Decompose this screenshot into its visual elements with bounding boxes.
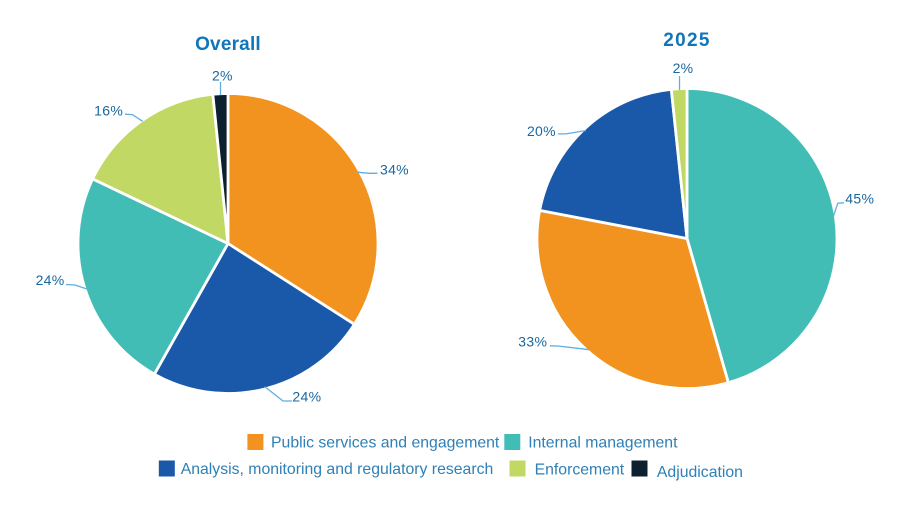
svg-text:2%: 2% <box>673 60 694 76</box>
svg-text:2025: 2025 <box>663 30 710 51</box>
svg-text:34%: 34% <box>380 162 409 178</box>
svg-text:45%: 45% <box>845 190 874 206</box>
svg-text:2%: 2% <box>212 68 233 84</box>
svg-text:24%: 24% <box>36 272 65 288</box>
svg-text:Analysis, monitoring and regul: Analysis, monitoring and regulatory rese… <box>181 461 494 478</box>
svg-text:Overall: Overall <box>195 34 261 55</box>
svg-text:Enforcement: Enforcement <box>535 462 625 479</box>
svg-text:20%: 20% <box>527 123 556 139</box>
svg-text:33%: 33% <box>518 334 547 350</box>
svg-text:24%: 24% <box>292 388 321 404</box>
svg-text:Adjudication: Adjudication <box>657 464 743 481</box>
svg-text:Internal management: Internal management <box>528 435 678 452</box>
svg-text:Public services and engagement: Public services and engagement <box>271 435 500 452</box>
svg-text:16%: 16% <box>94 103 123 119</box>
